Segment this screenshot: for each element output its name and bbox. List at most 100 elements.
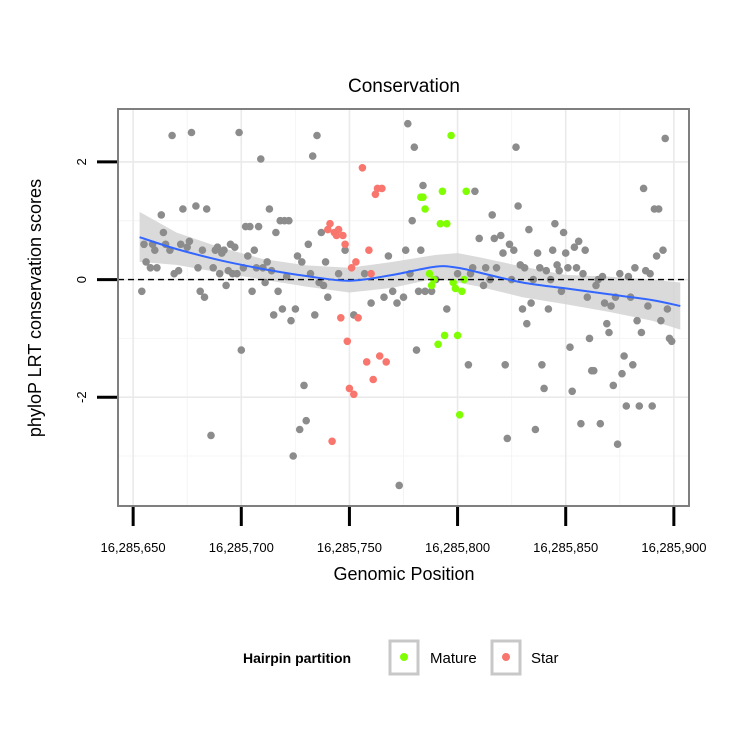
point-other: [319, 281, 328, 290]
point-other: [300, 381, 308, 390]
y-tick-label: -2: [74, 391, 89, 403]
point-other: [287, 316, 295, 325]
point-mature: [438, 187, 447, 196]
plot-frame: [117, 108, 690, 507]
point-other: [479, 281, 488, 290]
point-other: [644, 302, 652, 310]
y-tick-label: 0: [74, 276, 89, 283]
point-mature: [421, 205, 429, 213]
point-other: [648, 402, 656, 410]
point-other: [427, 287, 436, 296]
point-other: [248, 287, 256, 296]
point-other: [475, 234, 484, 243]
point-other: [598, 272, 607, 281]
point-other: [209, 264, 217, 272]
x-tick-label: 16,285,850: [533, 540, 598, 555]
point-star: [326, 219, 334, 228]
point-other: [215, 269, 224, 278]
point-other: [471, 187, 479, 196]
point-mature: [425, 269, 434, 278]
point-other: [176, 240, 185, 249]
panel-border: [117, 108, 690, 507]
point-other: [272, 228, 280, 237]
point-mature: [440, 331, 449, 340]
chart-title: Conservation: [348, 76, 460, 97]
point-other: [572, 264, 581, 272]
point-other: [360, 269, 369, 278]
point-other: [527, 299, 535, 307]
point-other: [187, 128, 196, 137]
point-other: [555, 266, 563, 275]
point-other: [278, 305, 287, 313]
point-star: [339, 231, 347, 240]
point-other: [146, 264, 155, 272]
point-other: [341, 246, 349, 254]
point-other: [536, 264, 544, 272]
point-other: [295, 425, 304, 434]
point-other: [570, 243, 579, 251]
point-other: [282, 272, 291, 281]
point-mature: [455, 411, 464, 419]
point-star: [375, 352, 384, 360]
point-star: [328, 437, 336, 446]
point-other: [293, 252, 302, 260]
legend-label-mature: Mature: [430, 650, 477, 667]
point-other: [202, 205, 211, 213]
point-other: [233, 269, 241, 278]
point-other: [488, 211, 497, 219]
point-star: [362, 358, 371, 366]
point-other: [667, 337, 676, 346]
point-star: [369, 375, 378, 384]
point-other: [553, 261, 561, 269]
point-other: [404, 119, 412, 128]
point-other: [646, 269, 654, 278]
point-other: [559, 228, 568, 237]
point-other: [244, 252, 252, 260]
point-other: [198, 246, 207, 254]
x-axis-title: Genomic Position: [333, 564, 474, 584]
point-other: [304, 240, 313, 249]
point-other: [514, 202, 522, 210]
point-other: [291, 305, 300, 313]
point-other: [142, 258, 150, 266]
point-other: [654, 205, 663, 213]
x-tick-label: 16,285,900: [641, 540, 706, 555]
point-star: [352, 258, 360, 266]
point-star: [334, 225, 343, 234]
point-other: [151, 246, 159, 254]
point-other: [196, 287, 204, 296]
point-other: [410, 143, 419, 151]
point-other: [220, 246, 228, 254]
legend-key-star: [502, 653, 510, 661]
point-star: [347, 264, 356, 272]
point-other: [157, 211, 166, 219]
point-star: [343, 337, 352, 346]
x-tick-label: 16,285,700: [209, 540, 274, 555]
point-mature: [449, 278, 458, 287]
point-other: [566, 343, 574, 352]
point-other: [499, 249, 507, 257]
point-star: [324, 225, 332, 234]
point-star: [345, 384, 354, 393]
point-other: [419, 181, 427, 190]
point-mature: [460, 275, 468, 284]
point-other: [613, 440, 622, 449]
point-other: [194, 264, 202, 272]
point-other: [317, 228, 326, 237]
point-other: [663, 305, 672, 313]
point-other: [464, 361, 473, 369]
point-other: [311, 311, 319, 319]
point-other: [443, 305, 451, 313]
point-other: [269, 311, 278, 319]
point-mature: [427, 281, 436, 290]
point-other: [200, 293, 209, 302]
point-other: [538, 361, 546, 369]
point-other: [380, 293, 388, 302]
point-other: [417, 246, 425, 254]
point-other: [531, 425, 540, 434]
point-other: [557, 287, 566, 296]
point-other: [261, 278, 269, 287]
point-other: [592, 281, 600, 290]
point-other: [250, 246, 259, 254]
point-star: [337, 314, 345, 322]
